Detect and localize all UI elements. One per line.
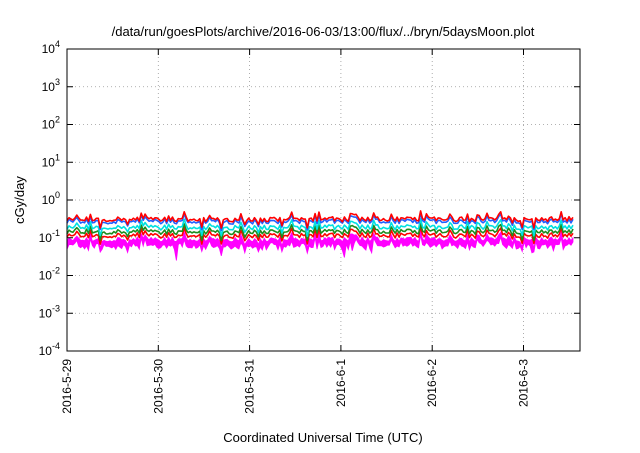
y-tick-label: 10-4 — [39, 341, 60, 358]
x-tick-label: 2016-6-2 — [425, 359, 439, 407]
axes: 10-4 10-3 10-2 10-1 100 101 102 103 104 2016-5-29… — [39, 39, 580, 414]
y-tick-label: 10-1 — [39, 228, 60, 245]
x-tick-label: 2016-6-1 — [334, 359, 348, 407]
series-0-band — [66, 230, 574, 261]
y-tick-label: 102 — [42, 115, 60, 132]
y-tick-label: 10-3 — [39, 303, 60, 320]
y-tick-label: 103 — [42, 77, 60, 94]
x-tick-label: 2016-6-3 — [517, 359, 531, 407]
x-tick-label: 2016-5-31 — [243, 359, 257, 414]
y-tick-label: 101 — [42, 152, 60, 169]
y-tick-label: 104 — [42, 39, 60, 56]
series-1-line — [66, 226, 574, 245]
series-layer — [66, 210, 574, 261]
series-2-line — [66, 222, 574, 242]
x-tick-label: 2016-5-29 — [60, 359, 74, 414]
chart-title: /data/run/goesPlots/archive/2016-06-03/1… — [112, 24, 535, 39]
y-tick-label: 10-2 — [39, 266, 60, 283]
series-3-line — [66, 218, 574, 238]
grid — [67, 49, 580, 351]
x-axis-label: Coordinated Universal Time (UTC) — [223, 430, 422, 445]
y-tick-label: 100 — [42, 190, 60, 207]
x-tick-label: 2016-5-30 — [151, 359, 165, 414]
y-axis-label: cGy/day — [12, 176, 27, 224]
series-5-line — [66, 210, 574, 229]
